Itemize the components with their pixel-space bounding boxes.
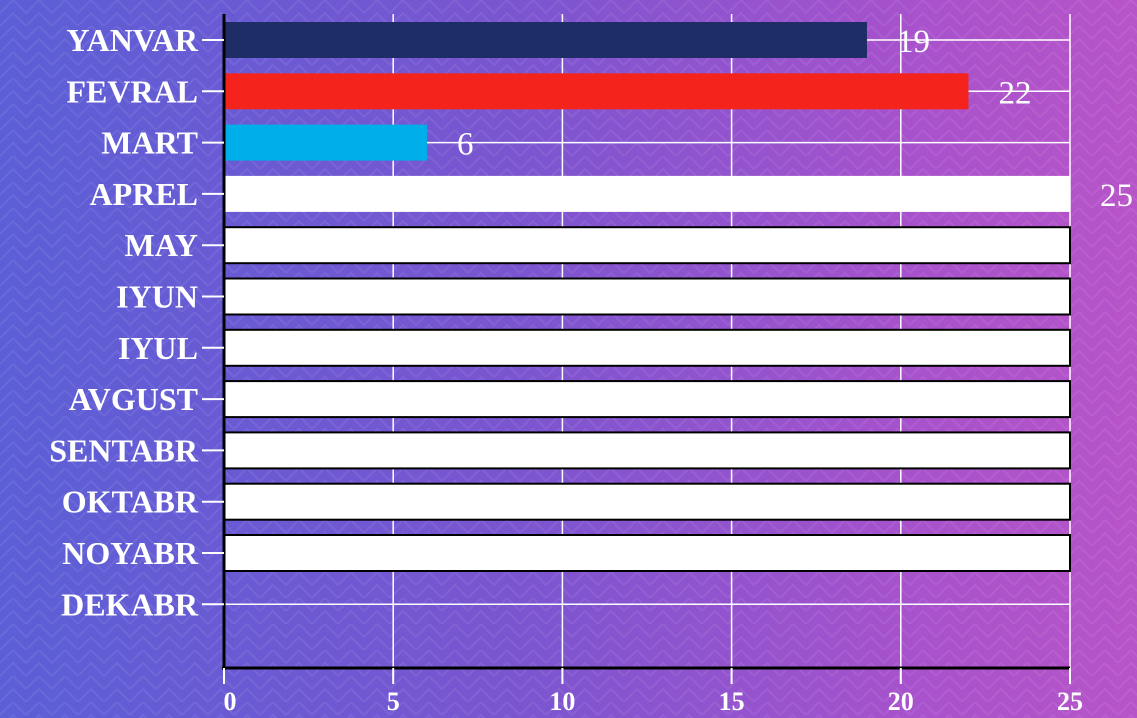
y-tick-label-aprel: APREL: [90, 176, 198, 212]
data-label-fevral: 22: [998, 75, 1031, 111]
bar-mart: [224, 124, 428, 161]
bar-aprel: [224, 175, 1070, 212]
bars: [223, 22, 1071, 572]
y-tick-label-sentabr: SENTABR: [49, 432, 199, 468]
y-tick-label-noyabr: NOYABR: [62, 535, 199, 571]
data-label-mart: 6: [457, 127, 474, 163]
y-tick-label-fevral: FEVRAL: [66, 73, 198, 109]
y-tick-label-mart: MART: [101, 125, 198, 161]
y-tick-label-may: MAY: [125, 227, 198, 263]
bar-may: [223, 226, 1071, 265]
y-tick-label-oktabr: OKTABR: [62, 484, 199, 520]
x-tick-label: 10: [549, 687, 575, 716]
y-tick-label-avgust: AVGUST: [69, 381, 198, 417]
bar-iyun: [223, 277, 1071, 316]
x-tick-label: 20: [888, 687, 914, 716]
x-tick-label: 25: [1057, 687, 1083, 716]
bar-noyabr: [223, 534, 1071, 572]
y-tick-label-dekabr: DEKABR: [61, 586, 199, 622]
x-tick-label: 0: [224, 687, 237, 716]
data-label-aprel: 25: [1100, 178, 1133, 214]
bar-fevral: [224, 73, 969, 110]
x-tick-label: 5: [387, 687, 400, 716]
y-tick-label-iyun: IYUN: [116, 279, 198, 315]
axes: YANVAR FEVRAL MART APREL MAY IYUN IYUL AVGUST SE…: [49, 14, 1083, 716]
bar-iyul: [223, 328, 1071, 367]
data-labels: 19 22 6 25: [457, 24, 1133, 214]
y-tick-label-iyul: IYUL: [118, 330, 198, 366]
bar-avgust: [223, 380, 1071, 419]
bar-oktabr: [223, 482, 1071, 521]
y-tick-label-yanvar: YANVAR: [66, 22, 198, 58]
bar-yanvar: [224, 22, 867, 58]
data-label-yanvar: 19: [897, 24, 930, 60]
x-tick-label: 15: [719, 687, 745, 716]
bar-sentabr: [223, 431, 1071, 470]
